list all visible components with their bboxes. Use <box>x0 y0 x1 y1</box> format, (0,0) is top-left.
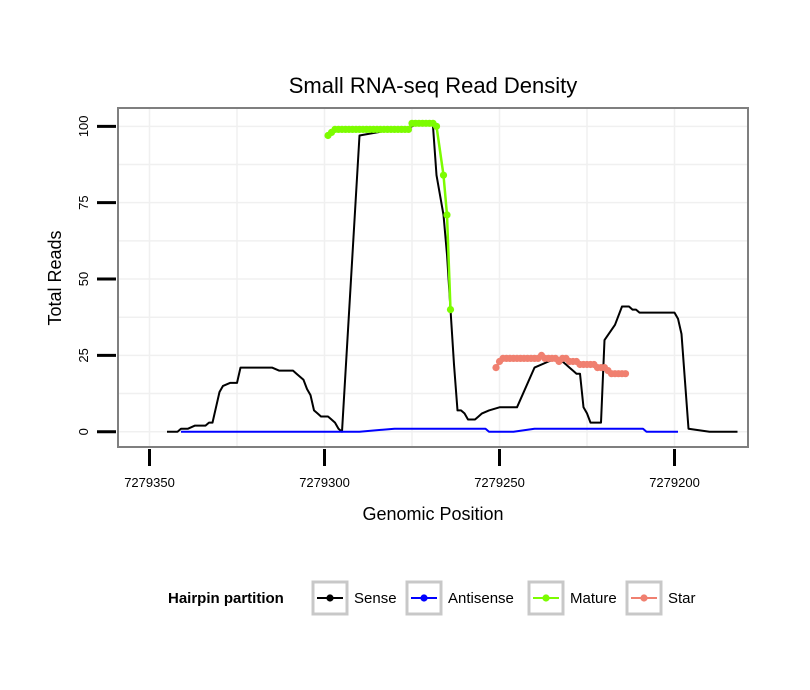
chart-title: Small RNA-seq Read Density <box>289 73 578 98</box>
x-tick-label: 7279200 <box>649 475 700 490</box>
x-axis-label: Genomic Position <box>362 504 503 524</box>
legend-label: Antisense <box>448 590 514 607</box>
y-tick-label: 75 <box>76 195 91 209</box>
legend-item-star: Star <box>625 580 696 616</box>
legend: Hairpin partition Sense Antisense Mature St… <box>168 580 696 616</box>
data-point-star <box>492 364 500 372</box>
legend-item-mature: Mature <box>527 580 617 616</box>
x-tick-label: 7279250 <box>474 475 525 490</box>
legend-label: Sense <box>354 590 397 607</box>
grid-lines <box>118 108 748 447</box>
series-line-antisense <box>181 427 678 433</box>
y-tick-label: 0 <box>76 428 91 435</box>
legend-key-marker <box>326 594 334 602</box>
x-tick-label: 7279350 <box>124 475 175 490</box>
legend-item-antisense: Antisense <box>405 580 514 616</box>
x-axis: 7279350 7279300 7279250 7279200 <box>124 449 700 490</box>
legend-key-marker <box>542 594 550 602</box>
series-line-sense <box>167 122 738 433</box>
legend-key-marker <box>640 594 648 602</box>
legend-label: Star <box>668 590 696 607</box>
series-mature <box>324 119 455 314</box>
legend-title: Hairpin partition <box>168 590 284 607</box>
plot-panel <box>117 107 749 448</box>
data-point-mature <box>432 122 441 130</box>
legend-entries: Sense Antisense Mature Star <box>311 580 696 616</box>
series-antisense <box>181 427 678 433</box>
plot-background <box>118 108 748 447</box>
y-tick-label: 25 <box>76 348 91 362</box>
data-point-mature <box>446 306 455 314</box>
y-axis-label: Total Reads <box>45 230 65 325</box>
y-tick-label: 100 <box>76 115 91 137</box>
legend-key-marker <box>420 594 428 602</box>
data-point-star <box>621 370 630 378</box>
series-star <box>492 351 630 378</box>
y-tick-label: 50 <box>76 272 91 286</box>
data-point-mature <box>404 125 413 133</box>
data-point-mature <box>439 171 448 179</box>
y-axis: 0 25 50 75 100 <box>76 115 116 435</box>
series-layer <box>167 119 738 433</box>
data-point-mature <box>443 211 451 219</box>
plot-border <box>117 107 749 448</box>
series-sense <box>167 122 738 433</box>
x-tick-label: 7279300 <box>299 475 350 490</box>
legend-label: Mature <box>570 590 617 607</box>
legend-item-sense: Sense <box>311 580 397 616</box>
